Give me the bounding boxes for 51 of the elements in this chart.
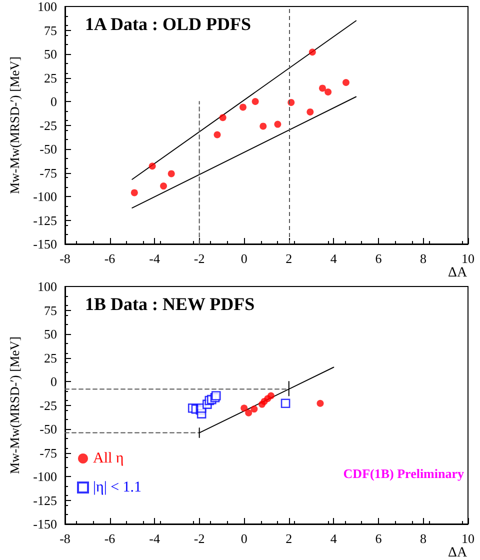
x-tick-label: 2 [286, 251, 292, 266]
y-axis-title: Mw-Mw(MRSD-′) [MeV] [7, 336, 22, 474]
x-tick-label: 4 [330, 251, 338, 266]
y-tick-label: 25 [44, 70, 57, 86]
y-axis-title: Mw-Mw(MRSD-′) [MeV] [7, 56, 22, 194]
y-tick-label: 75 [44, 22, 57, 38]
x-tick-label: 10 [462, 531, 474, 546]
y-tick-label: -125 [33, 212, 57, 228]
x-tick-label: -4 [149, 251, 160, 266]
y-tick-label: -25 [40, 118, 57, 133]
y-tick-label: 75 [44, 302, 57, 318]
y-tick-label: 50 [44, 46, 57, 62]
x-tick-label: 6 [375, 251, 382, 266]
legend-label: All η [93, 450, 124, 466]
y-tick-label: -125 [33, 492, 57, 508]
x-tick-label: 2 [286, 531, 292, 546]
x-tick-label: 8 [420, 251, 426, 266]
annotation: CDF(1B) Preliminary [343, 466, 464, 481]
y-tick-label: -25 [40, 398, 57, 413]
x-tick-label: 8 [420, 531, 426, 546]
y-tick-label: -100 [33, 469, 57, 484]
y-tick-label: 100 [38, 0, 57, 14]
y-tick-label: -150 [33, 516, 57, 532]
y-tick-label: 100 [38, 279, 57, 294]
x-tick-label: -8 [60, 251, 70, 266]
x-tick-label: 0 [240, 531, 248, 546]
x-tick-label: 10 [462, 251, 474, 266]
legend-label: |η| < 1.1 [93, 480, 142, 496]
y-tick-label: -150 [33, 236, 57, 252]
y-tick-label: -75 [40, 165, 57, 180]
chart-title: 1B Data : NEW PDFS [85, 294, 255, 314]
x-tick-label: 6 [375, 531, 382, 546]
x-tick-label: -2 [194, 531, 205, 546]
x-tick-label: -4 [149, 531, 160, 546]
y-tick-label: -50 [40, 142, 57, 156]
x-tick-label: 0 [240, 251, 248, 266]
x-tick-label: 4 [330, 531, 338, 546]
y-tick-label: 25 [44, 350, 57, 366]
y-tick-label: 50 [44, 326, 57, 342]
y-tick-label: -75 [40, 445, 57, 460]
y-tick-label: 0 [50, 94, 57, 109]
y-tick-label: -100 [33, 189, 57, 204]
chart-title: 1A Data : OLD PDFS [85, 14, 251, 34]
y-tick-label: -50 [40, 422, 57, 436]
x-tick-label: -6 [104, 531, 116, 546]
y-tick-label: 0 [50, 374, 57, 389]
x-tick-label: -8 [60, 531, 70, 546]
x-axis-title: ΔA [448, 546, 468, 560]
x-tick-label: -6 [104, 251, 116, 266]
x-axis-title: ΔA [448, 266, 468, 280]
x-tick-label: -2 [194, 251, 205, 266]
